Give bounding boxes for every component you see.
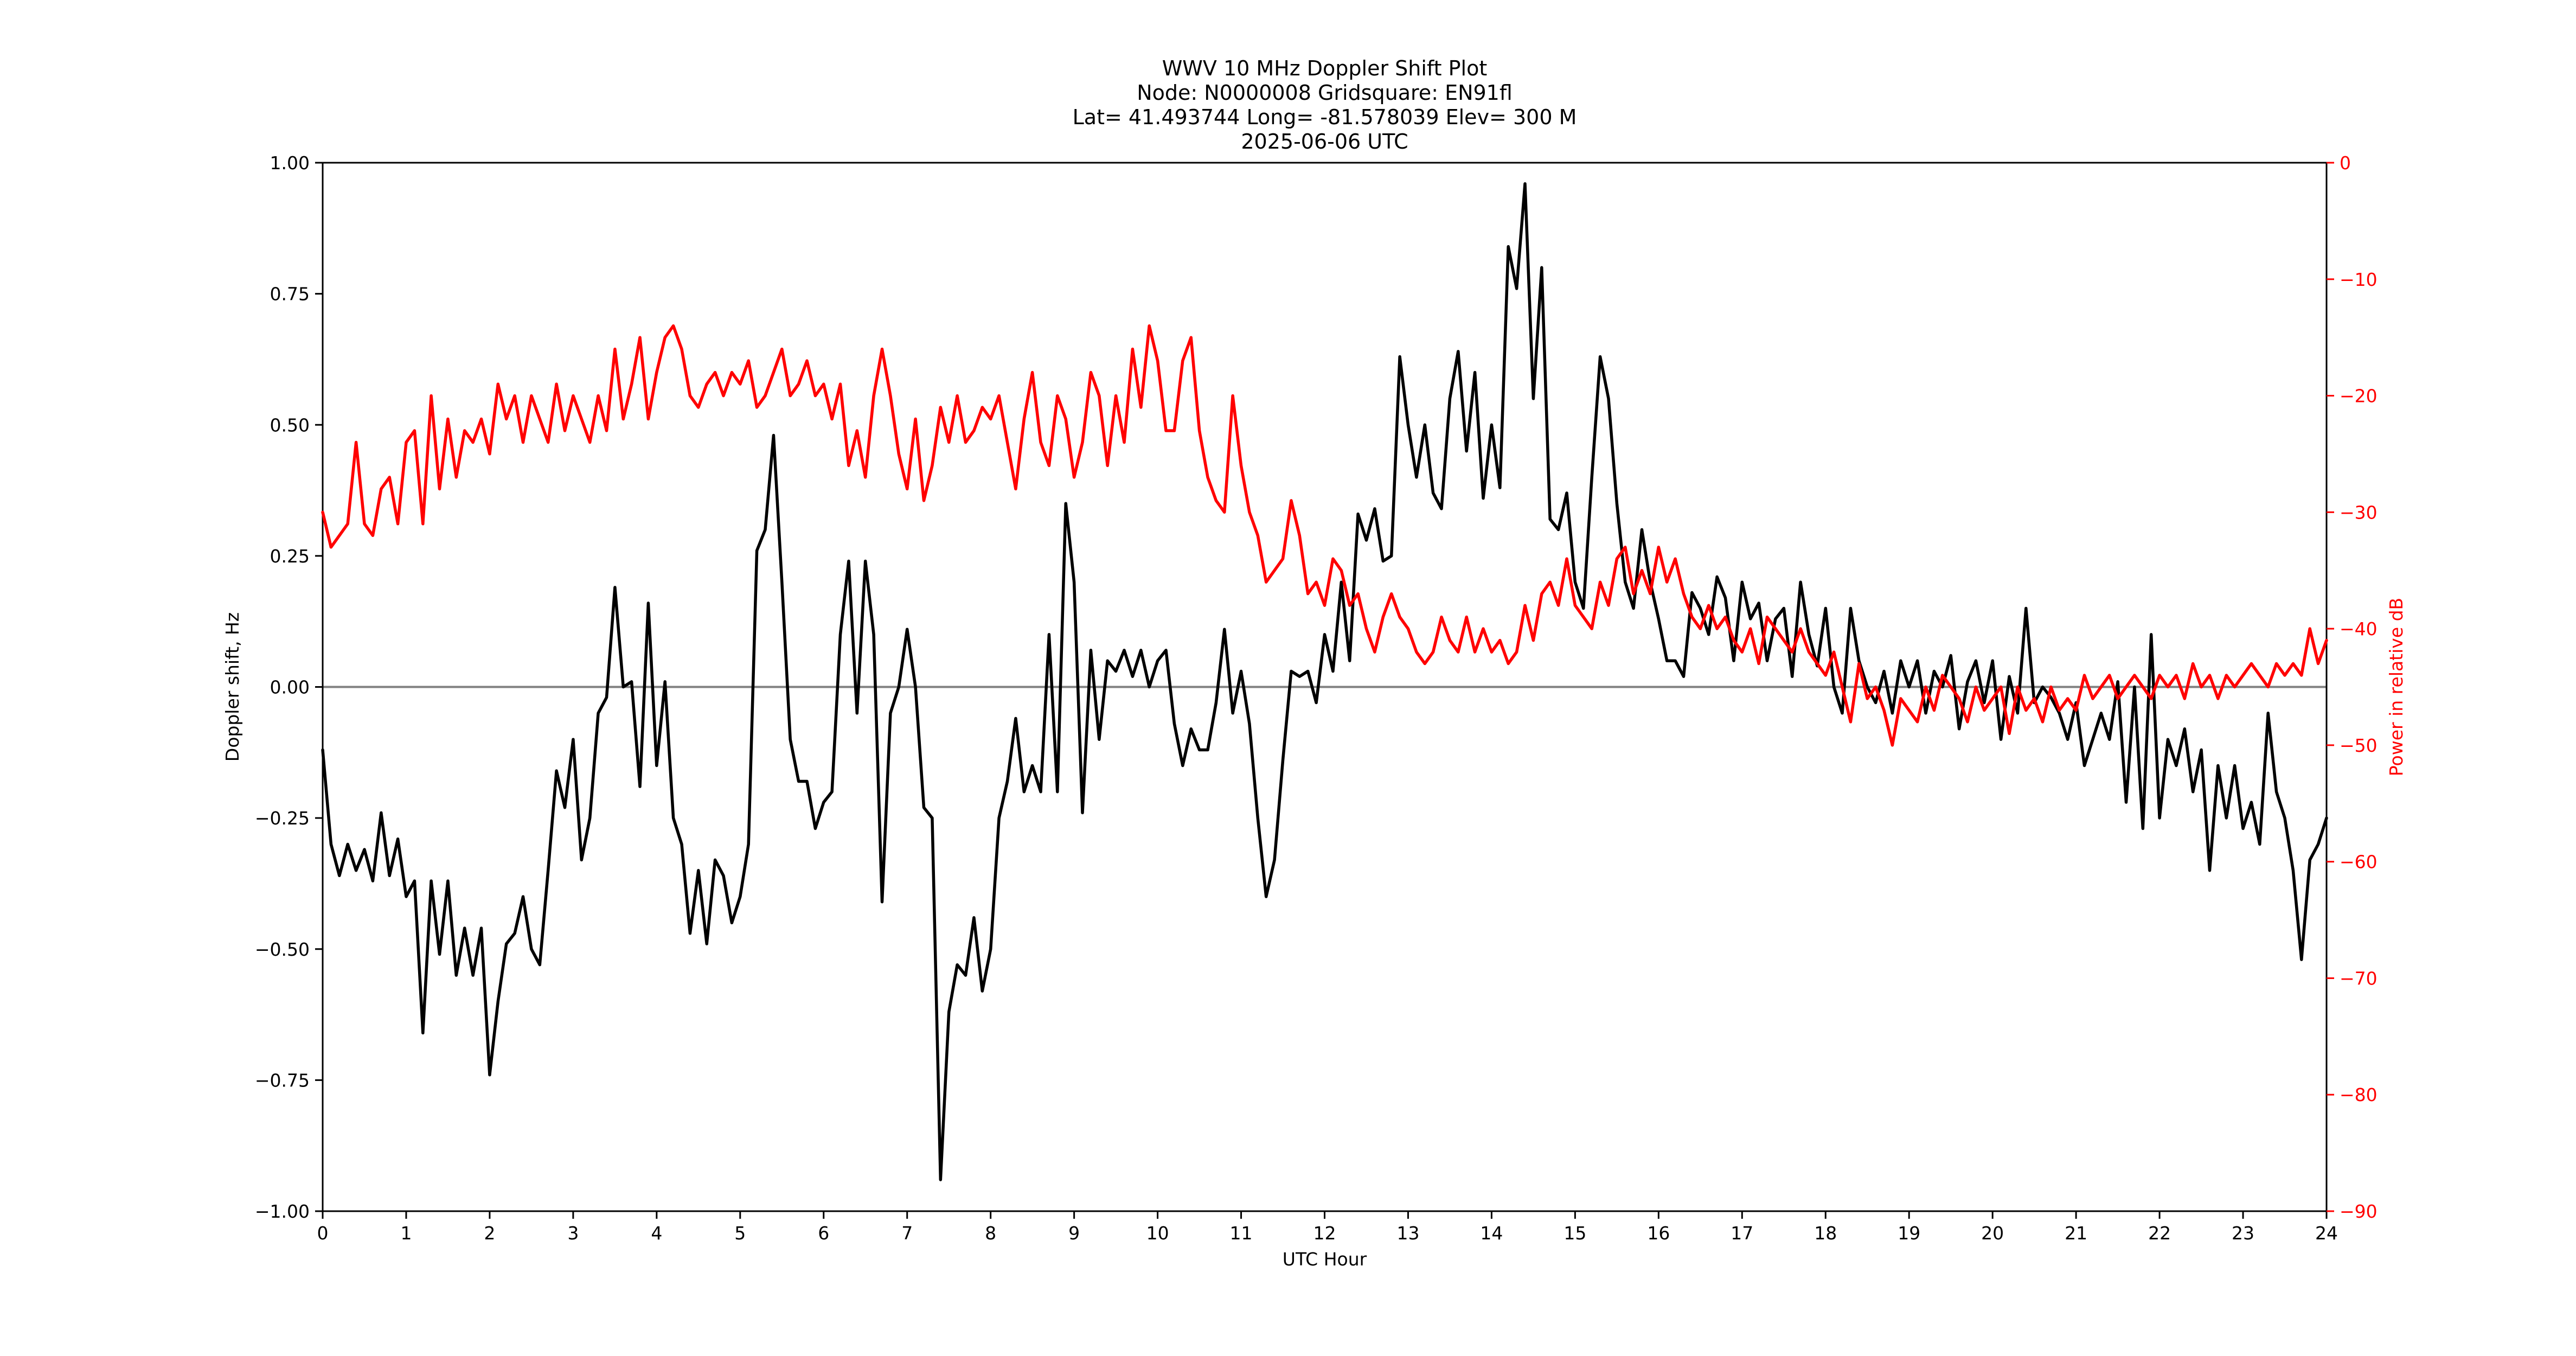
title-line: Lat= 41.493744 Long= -81.578039 Elev= 30… xyxy=(1073,105,1577,129)
y-tick-label: 0.75 xyxy=(270,284,310,305)
y-tick-label: −0.75 xyxy=(255,1070,310,1091)
y-tick-label: 1.00 xyxy=(270,152,310,174)
y2-tick-label: −30 xyxy=(2340,502,2378,523)
x-tick-label: 13 xyxy=(1396,1223,1419,1244)
x-tick-label: 10 xyxy=(1146,1223,1169,1244)
x-tick-label: 19 xyxy=(1898,1223,1920,1244)
x-tick-label: 9 xyxy=(1068,1223,1080,1244)
x-tick-label: 1 xyxy=(400,1223,412,1244)
x-tick-label: 15 xyxy=(1563,1223,1586,1244)
y-tick-label: 0.50 xyxy=(270,414,310,436)
x-tick-label: 22 xyxy=(2148,1223,2171,1244)
y-tick-label: −0.25 xyxy=(255,808,310,829)
x-axis-label: UTC Hour xyxy=(1283,1249,1367,1270)
y-tick-label: −1.00 xyxy=(255,1201,310,1222)
y2-tick-label: −50 xyxy=(2340,735,2378,756)
x-tick-label: 20 xyxy=(1981,1223,2004,1244)
x-tick-label: 18 xyxy=(1814,1223,1837,1244)
x-tick-label: 7 xyxy=(901,1223,913,1244)
x-tick-label: 8 xyxy=(985,1223,996,1244)
y2-tick-label: −60 xyxy=(2340,852,2378,873)
power-series-line xyxy=(321,324,2328,747)
y2-tick-label: −70 xyxy=(2340,968,2378,989)
title-line: Node: N0000008 Gridsquare: EN91fl xyxy=(1137,81,1513,105)
y-tick-label: 0.00 xyxy=(270,677,310,698)
x-tick-label: 17 xyxy=(1731,1223,1753,1244)
x-tick-label: 0 xyxy=(317,1223,329,1244)
x-tick-label: 24 xyxy=(2315,1223,2338,1244)
x-tick-label: 2 xyxy=(484,1223,495,1244)
x-tick-label: 14 xyxy=(1480,1223,1503,1244)
x-tick-label: 3 xyxy=(567,1223,579,1244)
x-tick-label: 23 xyxy=(2232,1223,2254,1244)
x-tick-label: 12 xyxy=(1313,1223,1336,1244)
x-tick-label: 16 xyxy=(1647,1223,1670,1244)
y2-tick-label: −90 xyxy=(2340,1201,2378,1222)
title-line: WWV 10 MHz Doppler Shift Plot xyxy=(1162,56,1488,80)
x-tick-label: 4 xyxy=(651,1223,662,1244)
x-tick-label: 21 xyxy=(2065,1223,2087,1244)
y2-tick-label: 0 xyxy=(2340,152,2351,174)
x-tick-label: 11 xyxy=(1230,1223,1253,1244)
y2-tick-label: −10 xyxy=(2340,269,2378,290)
doppler-series-line xyxy=(321,182,2328,1181)
y2-tick-label: −40 xyxy=(2340,618,2378,639)
x-tick-label: 6 xyxy=(818,1223,829,1244)
title-line: 2025-06-06 UTC xyxy=(1241,130,1408,153)
y-tick-label: 0.25 xyxy=(270,546,310,567)
y2-tick-label: −80 xyxy=(2340,1084,2378,1105)
plot-series xyxy=(321,182,2328,1181)
y2-tick-label: −20 xyxy=(2340,386,2378,407)
y-axis-label: Doppler shift, Hz xyxy=(222,612,243,762)
x-tick-label: 5 xyxy=(734,1223,746,1244)
y2-axis-label: Power in relative dB xyxy=(2386,598,2407,776)
y-tick-label: −0.50 xyxy=(255,939,310,960)
plot-axes: 0 1 2 3 4 5 6 7 8 9 10 11 12 13 14 15 16 17 18 19 20 21 22 23 24… xyxy=(255,152,2378,1244)
